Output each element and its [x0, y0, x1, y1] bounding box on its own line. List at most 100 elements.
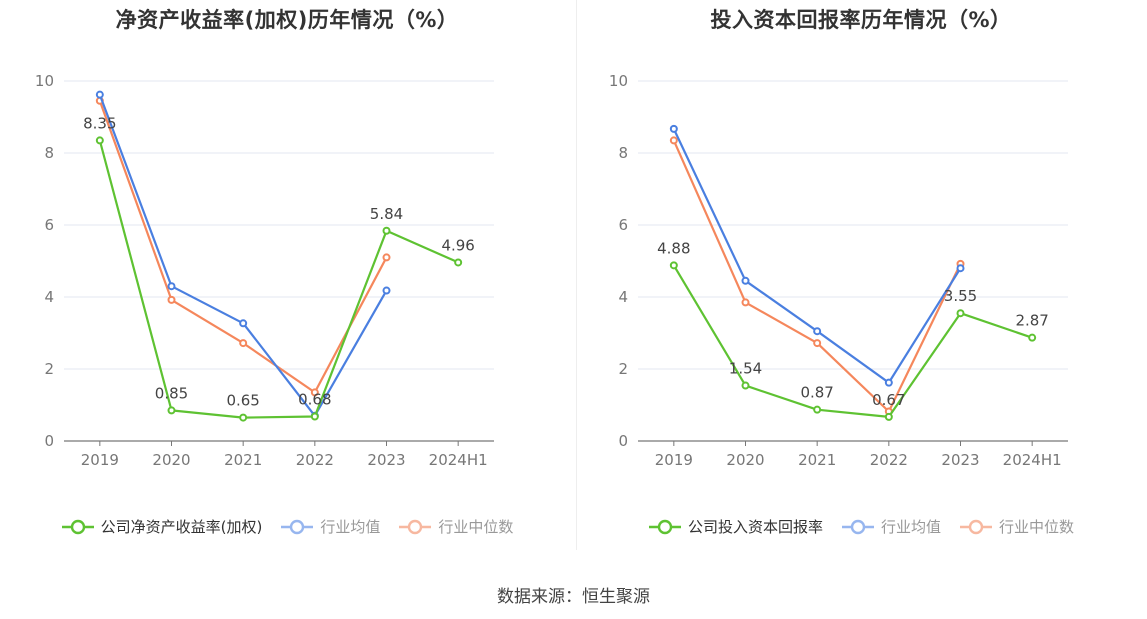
x-tick-label: 2024H1 [429, 451, 488, 469]
data-point [813, 405, 822, 414]
legend-marker-icon [960, 519, 992, 534]
data-label: 0.87 [800, 384, 833, 402]
legend-circle [850, 519, 866, 534]
data-point [310, 388, 319, 397]
chart-title: 净资产收益率(加权)历年情况（%） [115, 8, 459, 32]
y-tick-label: 0 [618, 432, 628, 450]
data-point [669, 124, 678, 133]
data-point [813, 327, 822, 336]
data-point [167, 406, 176, 415]
chart-legend: 公司净资产收益率(加权) 行业均值 行业中位数 [0, 516, 574, 537]
legend-label: 公司净资产收益率(加权) [100, 518, 263, 536]
data-point [382, 253, 391, 262]
data-point [95, 90, 104, 99]
y-tick-label: 10 [35, 72, 54, 90]
x-tick-label: 2022 [296, 451, 334, 469]
legend-label: 行业均值 [880, 518, 941, 536]
data-point [884, 412, 893, 421]
y-tick-label: 0 [44, 432, 54, 450]
x-tick-label: 2024H1 [1003, 451, 1062, 469]
data-point [669, 261, 678, 270]
legend-item[interactable]: 行业中位数 [398, 516, 513, 537]
data-point [167, 282, 176, 291]
legend-item[interactable]: 行业均值 [280, 516, 380, 537]
legend-item[interactable]: 公司投入资本回报率 [648, 516, 823, 537]
data-point [454, 258, 463, 267]
y-tick-label: 6 [44, 216, 54, 234]
legend-circle [657, 519, 673, 534]
x-tick-label: 2023 [941, 451, 979, 469]
data-point [1028, 333, 1037, 342]
data-point [382, 226, 391, 235]
legend-item[interactable]: 行业均值 [841, 516, 941, 537]
x-tick-label: 2021 [224, 451, 262, 469]
data-label: 2.87 [1015, 312, 1048, 330]
chart-panel-roe: 净资产收益率(加权)历年情况（%） 0 2 4 6 8 10 2019 2020 2021 202… [0, 0, 574, 560]
legend-label: 行业中位数 [999, 518, 1075, 536]
data-point [310, 412, 319, 421]
legend-label: 公司投入资本回报率 [687, 518, 823, 536]
data-point [239, 339, 248, 348]
data-label: 5.84 [370, 205, 403, 223]
data-point [956, 264, 965, 273]
legend-circle [408, 519, 423, 534]
data-label: 0.68 [298, 391, 331, 409]
data-label: 1.54 [729, 360, 762, 378]
legend-label: 行业均值 [320, 518, 381, 536]
data-point [741, 381, 750, 390]
legend-circle [968, 519, 984, 534]
series-line [98, 94, 388, 417]
data-point [956, 309, 965, 318]
legend-marker-icon [281, 519, 314, 534]
y-tick-label: 8 [44, 144, 54, 162]
x-tick-label: 2020 [726, 451, 764, 469]
chart-panel-roic: 投入资本回报率历年情况（%） 0 2 4 6 8 10 2019 2020 2021 2022 20… [574, 0, 1147, 560]
data-label: 4.88 [657, 239, 690, 257]
chart-legend: 公司投入资本回报率 行业均值 行业中位数 [574, 516, 1147, 537]
series-line [98, 140, 459, 419]
data-point [884, 378, 893, 387]
x-tick-label: 2019 [655, 451, 693, 469]
data-point [95, 136, 104, 145]
legend-item[interactable]: 行业中位数 [959, 516, 1074, 537]
x-tick-label: 2023 [367, 451, 405, 469]
series-line [672, 264, 1033, 418]
y-tick-label: 8 [618, 144, 628, 162]
data-source-note: 数据来源：恒生聚源 [497, 587, 650, 607]
data-point [239, 413, 248, 422]
y-tick-label: 6 [618, 216, 628, 234]
chart-plot: 0 2 4 6 8 10 2019 2020 2021 2022 2023 2024H1 4.88 1.5… [609, 72, 1068, 469]
data-point [813, 339, 822, 348]
y-tick-label: 2 [618, 360, 628, 378]
series-line [98, 100, 388, 394]
legend-item[interactable]: 公司净资产收益率(加权) [61, 516, 263, 537]
legend-marker-icon [61, 519, 94, 534]
data-label: 4.96 [441, 236, 474, 254]
legend-marker-icon [399, 519, 432, 534]
data-label: 3.55 [944, 287, 977, 305]
legend-label: 行业中位数 [438, 518, 514, 536]
y-tick-label: 4 [618, 288, 628, 306]
legend-circle [290, 519, 305, 534]
data-point [741, 276, 750, 285]
legend-circle [70, 519, 85, 534]
chart-title: 投入资本回报率历年情况（%） [710, 8, 1012, 32]
y-tick-label: 4 [44, 288, 54, 306]
y-tick-label: 10 [609, 72, 628, 90]
legend-marker-icon [648, 519, 681, 534]
data-point [741, 298, 750, 307]
data-label: 0.67 [872, 391, 905, 409]
panel-divider [576, 0, 577, 550]
y-tick-label: 2 [44, 360, 54, 378]
data-label: 0.65 [226, 392, 259, 410]
chart-plot: 0 2 4 6 8 10 2019 2020 2021 2022 2023 2024H1 8.35 0.8… [35, 72, 494, 469]
data-point [669, 136, 678, 145]
x-tick-label: 2022 [870, 451, 908, 469]
legend-marker-icon [841, 519, 874, 534]
data-point [239, 319, 248, 328]
data-point [382, 286, 391, 295]
x-tick-label: 2021 [798, 451, 836, 469]
data-label: 8.35 [83, 114, 116, 132]
x-tick-label: 2019 [81, 451, 119, 469]
data-point [167, 295, 176, 304]
